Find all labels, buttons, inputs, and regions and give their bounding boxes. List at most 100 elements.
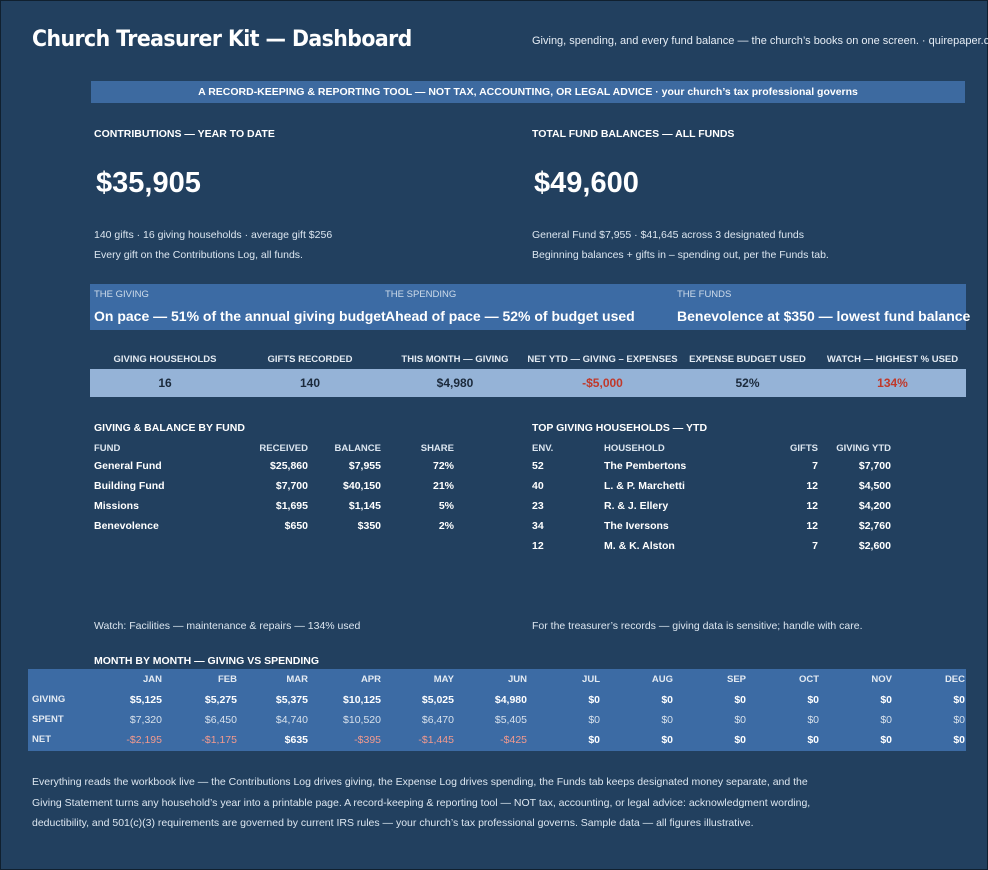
- household-env: 23: [532, 500, 544, 512]
- monthly-cell: $0: [807, 714, 819, 726]
- fund-name: Building Fund: [94, 480, 165, 492]
- household-giving: $2,760: [858, 520, 891, 532]
- monthly-cell: $0: [953, 734, 965, 746]
- kpi-value-expense-budget: 52%: [735, 376, 760, 390]
- monthly-cell: $0: [953, 694, 965, 706]
- monthly-cell: $0: [588, 734, 600, 746]
- monthly-cell: $6,470: [421, 714, 454, 726]
- fund-name: Missions: [94, 500, 139, 512]
- monthly-cell: $0: [880, 734, 892, 746]
- monthly-cell: $0: [734, 714, 746, 726]
- household-name: The Pembertons: [604, 460, 687, 472]
- monthly-cell: $4,980: [494, 694, 527, 706]
- status-callouts: THE GIVING On pace — 51% of the annual g…: [90, 284, 970, 330]
- kpi-value-households: 16: [158, 376, 172, 390]
- fund-balance: $7,955: [348, 460, 381, 472]
- contributions-label: CONTRIBUTIONS — YEAR TO DATE: [94, 128, 275, 140]
- kpi-label-expense-budget: EXPENSE BUDGET USED: [689, 354, 806, 365]
- monthly-cell: $0: [807, 694, 819, 706]
- fund-col-balance: BALANCE: [334, 443, 381, 454]
- monthly-cell: -$2,195: [126, 734, 162, 746]
- monthly-cell: $5,375: [275, 694, 308, 706]
- contributions-note: Every gift on the Contributions Log, all…: [94, 249, 303, 261]
- household-env: 52: [532, 460, 544, 472]
- contributions-detail: 140 gifts · 16 giving households · avera…: [94, 229, 333, 241]
- monthly-cell: $635: [284, 734, 308, 746]
- month-header: AUG: [651, 674, 673, 685]
- kpi-label-net-ytd: NET YTD — GIVING – EXPENSES: [527, 354, 678, 365]
- month-header: APR: [360, 674, 381, 685]
- monthly-cell: $4,740: [275, 714, 308, 726]
- household-env: 40: [532, 480, 544, 492]
- monthly-cell: $5,405: [494, 714, 527, 726]
- monthly-cell: $10,125: [343, 694, 381, 706]
- month-header: SEP: [726, 674, 746, 685]
- callout-label: THE GIVING: [94, 289, 149, 300]
- fund-received: $1,695: [275, 500, 308, 512]
- fund-balances-note: Beginning balances + gifts in – spending…: [532, 249, 829, 261]
- monthly-cell: $0: [661, 694, 673, 706]
- kpi-label-households: GIVING HOUSEHOLDS: [113, 354, 217, 365]
- month-header: DEC: [944, 674, 965, 685]
- footer-note: Everything reads the workbook live — the…: [32, 776, 811, 829]
- month-header: OCT: [798, 674, 819, 685]
- monthly-cell: -$1,445: [418, 734, 454, 746]
- page-title: Church Treasurer Kit — Dashboard: [32, 27, 412, 52]
- household-giving: $7,700: [858, 460, 891, 472]
- month-header: MAY: [433, 674, 454, 685]
- fund-balances-detail: General Fund $7,955 · $41,645 across 3 d…: [532, 229, 805, 241]
- household-gifts: 12: [806, 500, 818, 512]
- fund-table-title: GIVING & BALANCE BY FUND: [94, 422, 245, 434]
- fund-name: General Fund: [94, 460, 162, 472]
- fund-share: 2%: [438, 520, 454, 532]
- callout-text: Ahead of pace — 52% of budget used: [385, 308, 635, 324]
- household-name: M. & K. Alston: [604, 540, 675, 552]
- fund-received: $650: [284, 520, 308, 532]
- monthly-cell: $0: [807, 734, 819, 746]
- month-header: JAN: [142, 674, 162, 685]
- monthly-cell: -$425: [500, 734, 527, 746]
- month-header: MAR: [286, 674, 308, 685]
- household-table-title: TOP GIVING HOUSEHOLDS — YTD: [532, 422, 708, 434]
- kpi-value-gifts: 140: [299, 376, 321, 390]
- kpi-value-this-month: $4,980: [436, 376, 474, 390]
- callout-text: Benevolence at $350 — lowest fund balanc…: [677, 308, 971, 324]
- fund-share: 21%: [432, 480, 454, 492]
- watch-note: Watch: Facilities — maintenance & repair…: [94, 620, 361, 632]
- callout-text: On pace — 51% of the annual giving budge…: [94, 308, 386, 324]
- month-header: NOV: [871, 674, 892, 685]
- household-name: The Iversons: [604, 520, 669, 532]
- fund-balance: $40,150: [343, 480, 381, 492]
- kpi-label-gifts: GIFTS RECORDED: [267, 354, 353, 365]
- monthly-cell: $0: [661, 734, 673, 746]
- monthly-title: MONTH BY MONTH — GIVING VS SPENDING: [94, 655, 319, 667]
- household-col-giving: GIVING YTD: [836, 443, 891, 454]
- monthly-cell: $10,520: [343, 714, 381, 726]
- monthly-cell: $5,025: [421, 694, 454, 706]
- household-env: 34: [532, 520, 544, 532]
- monthly-cell: $0: [880, 714, 892, 726]
- fund-share: 72%: [432, 460, 454, 472]
- kpi-value-net-ytd: -$5,000: [582, 376, 623, 390]
- household-gifts: 7: [812, 540, 818, 552]
- kpi-label-this-month: THIS MONTH — GIVING: [401, 354, 509, 365]
- household-giving: $4,500: [858, 480, 891, 492]
- monthly-cell: $7,320: [129, 714, 162, 726]
- monthly-row-label: NET: [32, 734, 51, 745]
- monthly-cell: -$1,175: [201, 734, 237, 746]
- kpi-value-watch: 134%: [877, 376, 908, 390]
- monthly-cell: $6,450: [204, 714, 237, 726]
- callout-label: THE SPENDING: [385, 289, 457, 300]
- monthly-cell: $0: [953, 714, 965, 726]
- disclaimer-banner: A RECORD-KEEPING & REPORTING TOOL — NOT …: [91, 81, 965, 103]
- fund-share: 5%: [438, 500, 454, 512]
- fund-balances-value: $49,600: [534, 167, 639, 199]
- monthly-cell: $0: [661, 714, 673, 726]
- kpi-band: [90, 369, 966, 397]
- household-name: R. & J. Ellery: [604, 500, 669, 512]
- kpi-label-watch: WATCH — HIGHEST % USED: [826, 354, 959, 365]
- monthly-cell: $5,125: [129, 694, 162, 706]
- household-col-name: HOUSEHOLD: [604, 443, 665, 454]
- fund-received: $25,860: [270, 460, 308, 472]
- monthly-cell: $0: [734, 694, 746, 706]
